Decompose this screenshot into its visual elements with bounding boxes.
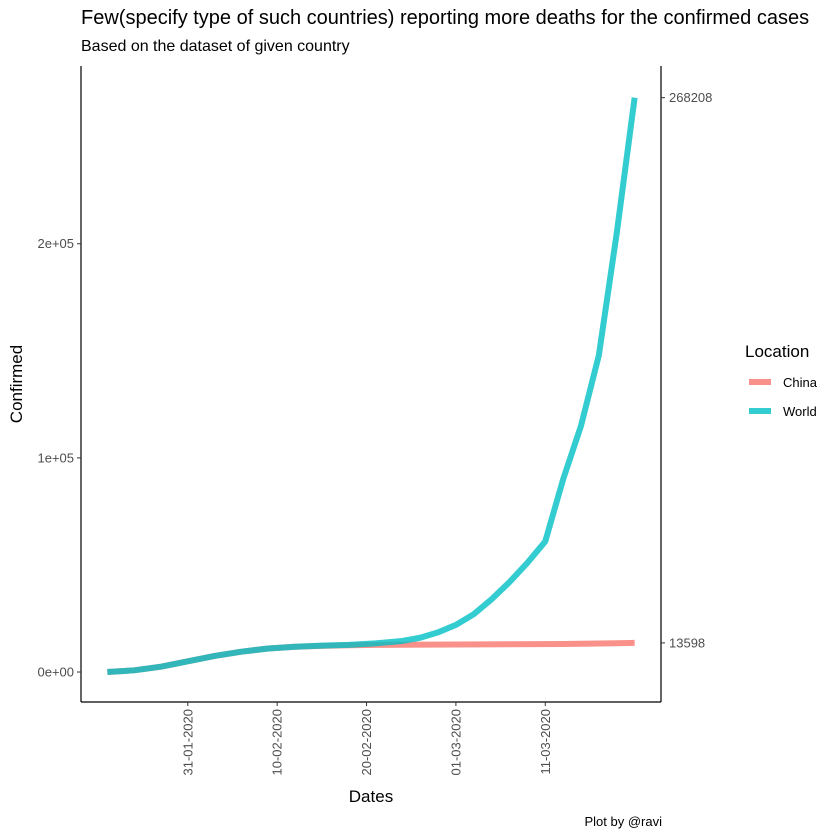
- x-tick-label: 10-02-2020: [270, 709, 285, 776]
- series-layer: [107, 97, 638, 676]
- secondary-y-tick-label: 268208: [669, 90, 712, 105]
- y-axis-title: Confirmed: [7, 345, 26, 423]
- y-tick-label: 0e+00: [37, 665, 74, 680]
- legend-label-world: World: [783, 404, 817, 419]
- chart-subtitle: Based on the dataset of given country: [81, 38, 350, 55]
- legend-title: Location: [745, 342, 809, 361]
- y-axis-ticks: 0e+00 1e+05 2e+05: [37, 236, 81, 680]
- x-tick-label: 20-02-2020: [359, 709, 374, 776]
- series-line-china: [107, 639, 635, 676]
- y-tick-label: 2e+05: [37, 236, 74, 251]
- x-axis-title: Dates: [349, 787, 393, 806]
- x-axis-ticks: 31-01-2020 10-02-2020 20-02-2020 01-03-2020…: [180, 702, 553, 776]
- secondary-y-axis-ticks: 13598 268208: [661, 90, 712, 650]
- caption: Plot by @ravi: [585, 814, 663, 829]
- legend-items: China World: [749, 375, 818, 419]
- legend-label-china: China: [783, 375, 818, 390]
- x-tick-label: 11-03-2020: [538, 709, 553, 775]
- legend: Location China World: [745, 342, 818, 419]
- chart-title: Few(specify type of such countries) repo…: [81, 7, 809, 29]
- secondary-y-tick-label: 13598: [669, 635, 705, 650]
- series-line-world: [107, 97, 638, 676]
- y-tick-label: 1e+05: [37, 450, 74, 465]
- x-tick-label: 01-03-2020: [448, 709, 463, 776]
- x-tick-label: 31-01-2020: [180, 709, 195, 776]
